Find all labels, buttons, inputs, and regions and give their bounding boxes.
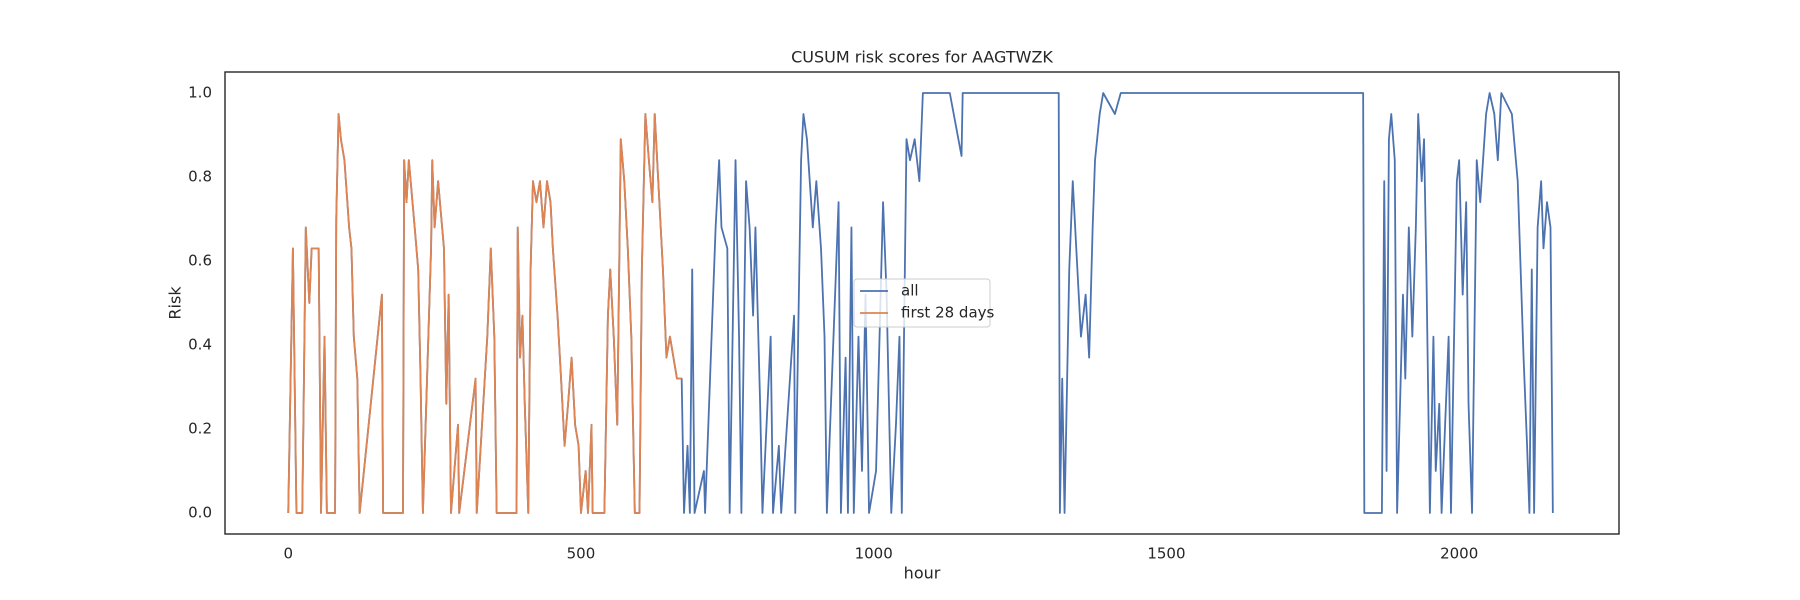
x-tick-label: 1000 xyxy=(855,545,893,563)
y-tick-label: 0.8 xyxy=(188,168,212,186)
plot-frame xyxy=(224,71,1620,535)
x-tick-label: 500 xyxy=(567,545,596,563)
legend: all first 28 days xyxy=(853,278,995,328)
y-tick-label: 0.6 xyxy=(188,252,212,270)
y-tick-label: 0.4 xyxy=(188,336,212,354)
legend-label: first 28 days xyxy=(901,304,995,322)
y-axis-label: Risk xyxy=(166,286,185,320)
y-tick-label: 0.2 xyxy=(188,420,212,438)
x-axis-label: hour xyxy=(904,564,941,583)
legend-label: all xyxy=(901,282,919,300)
x-tick-label: 1500 xyxy=(1147,545,1185,563)
series-line xyxy=(287,113,682,514)
y-tick-label: 0.0 xyxy=(188,504,212,522)
x-tick-label: 2000 xyxy=(1440,545,1478,563)
y-tick-label: 1.0 xyxy=(188,84,212,102)
x-tick-label: 0 xyxy=(283,545,293,563)
chart-title: CUSUM risk scores for AAGTWZK xyxy=(791,48,1053,67)
